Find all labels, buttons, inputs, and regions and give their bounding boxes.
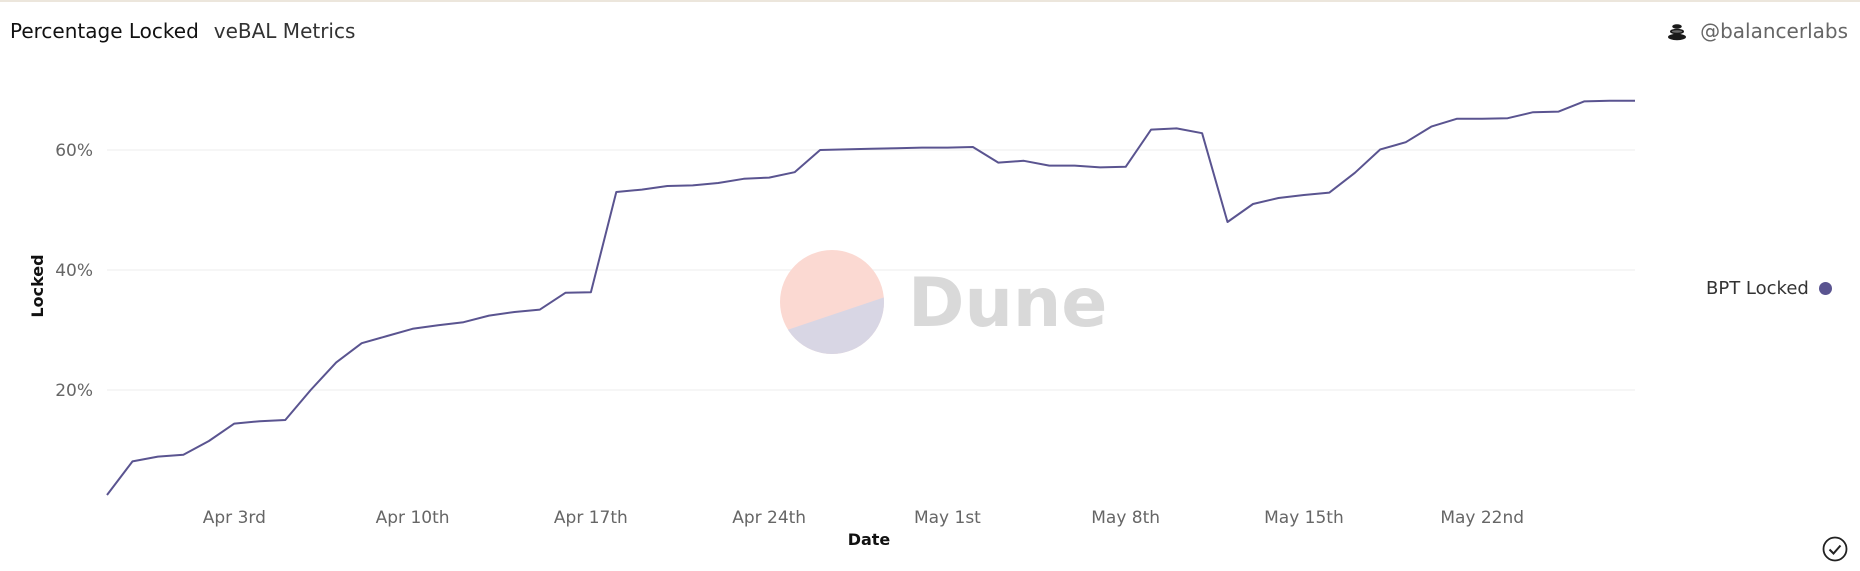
legend-label: BPT Locked: [1706, 277, 1809, 299]
x-axis-ticks: Apr 3rd Apr 10th Apr 17th Apr 24th May 1st Ma…: [203, 508, 1524, 528]
y-tick-label: 20%: [55, 381, 93, 401]
x-tick-label: Apr 10th: [376, 508, 450, 528]
y-tick-label: 40%: [55, 261, 93, 281]
y-axis-ticks: 20% 40% 60%: [55, 141, 93, 401]
x-tick-label: May 22nd: [1440, 508, 1524, 528]
x-tick-label: May 1st: [914, 508, 981, 528]
chart-subtitle: veBAL Metrics: [213, 19, 356, 43]
x-tick-label: Apr 24th: [732, 508, 806, 528]
balancer-logo-icon: [1666, 20, 1688, 42]
watermark-text: Dune: [908, 264, 1107, 343]
legend-marker: [1818, 281, 1832, 295]
x-axis-title: Date: [848, 530, 891, 549]
author-name: @balancerlabs: [1700, 19, 1848, 43]
x-tick-label: May 15th: [1264, 508, 1344, 528]
y-axis-title: Locked: [28, 254, 47, 317]
watermark-bottom-half: [780, 296, 884, 354]
chart-title: Percentage Locked: [10, 19, 199, 43]
dune-watermark: Dune: [780, 250, 1107, 354]
check-circle-icon[interactable]: [1822, 536, 1848, 562]
x-tick-label: Apr 3rd: [203, 508, 266, 528]
x-tick-label: May 8th: [1091, 508, 1160, 528]
chart-header: Percentage Locked veBAL Metrics: [10, 16, 355, 46]
legend[interactable]: BPT Locked: [1706, 276, 1832, 300]
author-link[interactable]: @balancerlabs: [1666, 16, 1848, 46]
y-tick-label: 60%: [55, 141, 93, 161]
x-tick-label: Apr 17th: [554, 508, 628, 528]
series-group: [106, 99, 1635, 496]
series-line-bpt-locked: [106, 99, 1635, 496]
top-border: [0, 0, 1860, 4]
